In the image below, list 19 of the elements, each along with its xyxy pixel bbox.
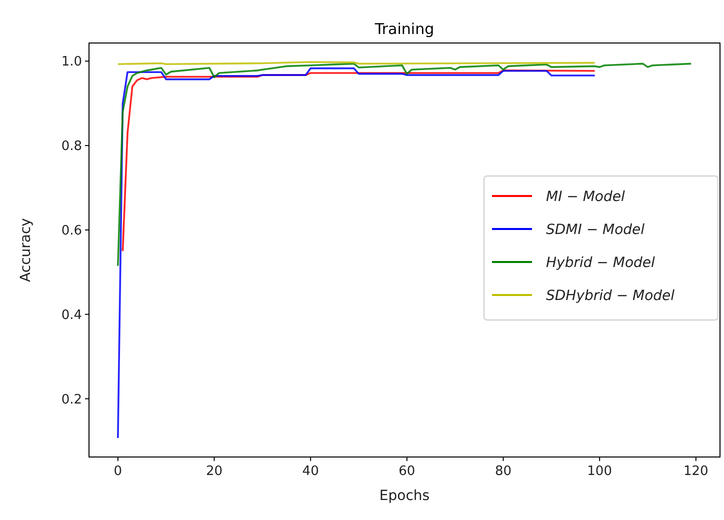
x-tick-label: 100	[587, 464, 612, 479]
chart-title: Training	[374, 20, 434, 38]
y-tick-label: 0.4	[61, 308, 82, 323]
legend-label: SDMI − Model	[546, 222, 645, 238]
x-tick-label: 0	[114, 464, 122, 479]
y-tick-label: 0.8	[61, 139, 82, 154]
y-tick-label: 1.0	[61, 54, 82, 70]
x-tick-label: 120	[684, 464, 708, 479]
x-tick-label: 80	[494, 464, 512, 479]
legend-label: SDHybrid − Model	[546, 288, 675, 304]
y-tick-label: 0.2	[61, 392, 82, 408]
x-tick-label: 40	[302, 464, 319, 479]
legend-label: MI − Model	[546, 189, 625, 205]
x-axis-title: Epochs	[379, 488, 430, 504]
legend-label: Hybrid − Model	[546, 255, 656, 271]
y-tick-label: 0.6	[61, 223, 82, 238]
x-tick-label: 60	[398, 464, 416, 479]
y-axis-title: Accuracy	[18, 218, 34, 282]
x-tick-label: 20	[206, 464, 223, 479]
